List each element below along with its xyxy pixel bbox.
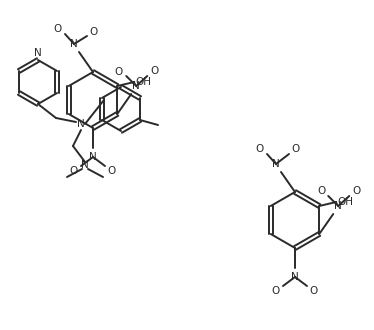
Text: N: N — [89, 152, 97, 162]
Text: O: O — [352, 186, 361, 196]
Text: OH: OH — [337, 197, 353, 207]
Text: OH: OH — [135, 77, 151, 87]
Text: O: O — [272, 286, 280, 296]
Text: N: N — [77, 119, 85, 129]
Text: N: N — [81, 160, 89, 170]
Text: O: O — [108, 166, 116, 176]
Text: N: N — [34, 48, 42, 58]
Text: O: O — [70, 166, 78, 176]
Text: N: N — [70, 39, 78, 49]
Text: O: O — [54, 24, 62, 34]
Text: O: O — [310, 286, 318, 296]
Text: N: N — [272, 159, 280, 169]
Text: O: O — [292, 144, 300, 154]
Text: N: N — [334, 201, 342, 211]
Text: N: N — [291, 272, 299, 282]
Text: O: O — [90, 27, 98, 37]
Text: N: N — [132, 81, 140, 91]
Text: O: O — [256, 144, 264, 154]
Text: O: O — [317, 186, 325, 196]
Text: O: O — [150, 66, 158, 76]
Text: O: O — [114, 67, 122, 77]
